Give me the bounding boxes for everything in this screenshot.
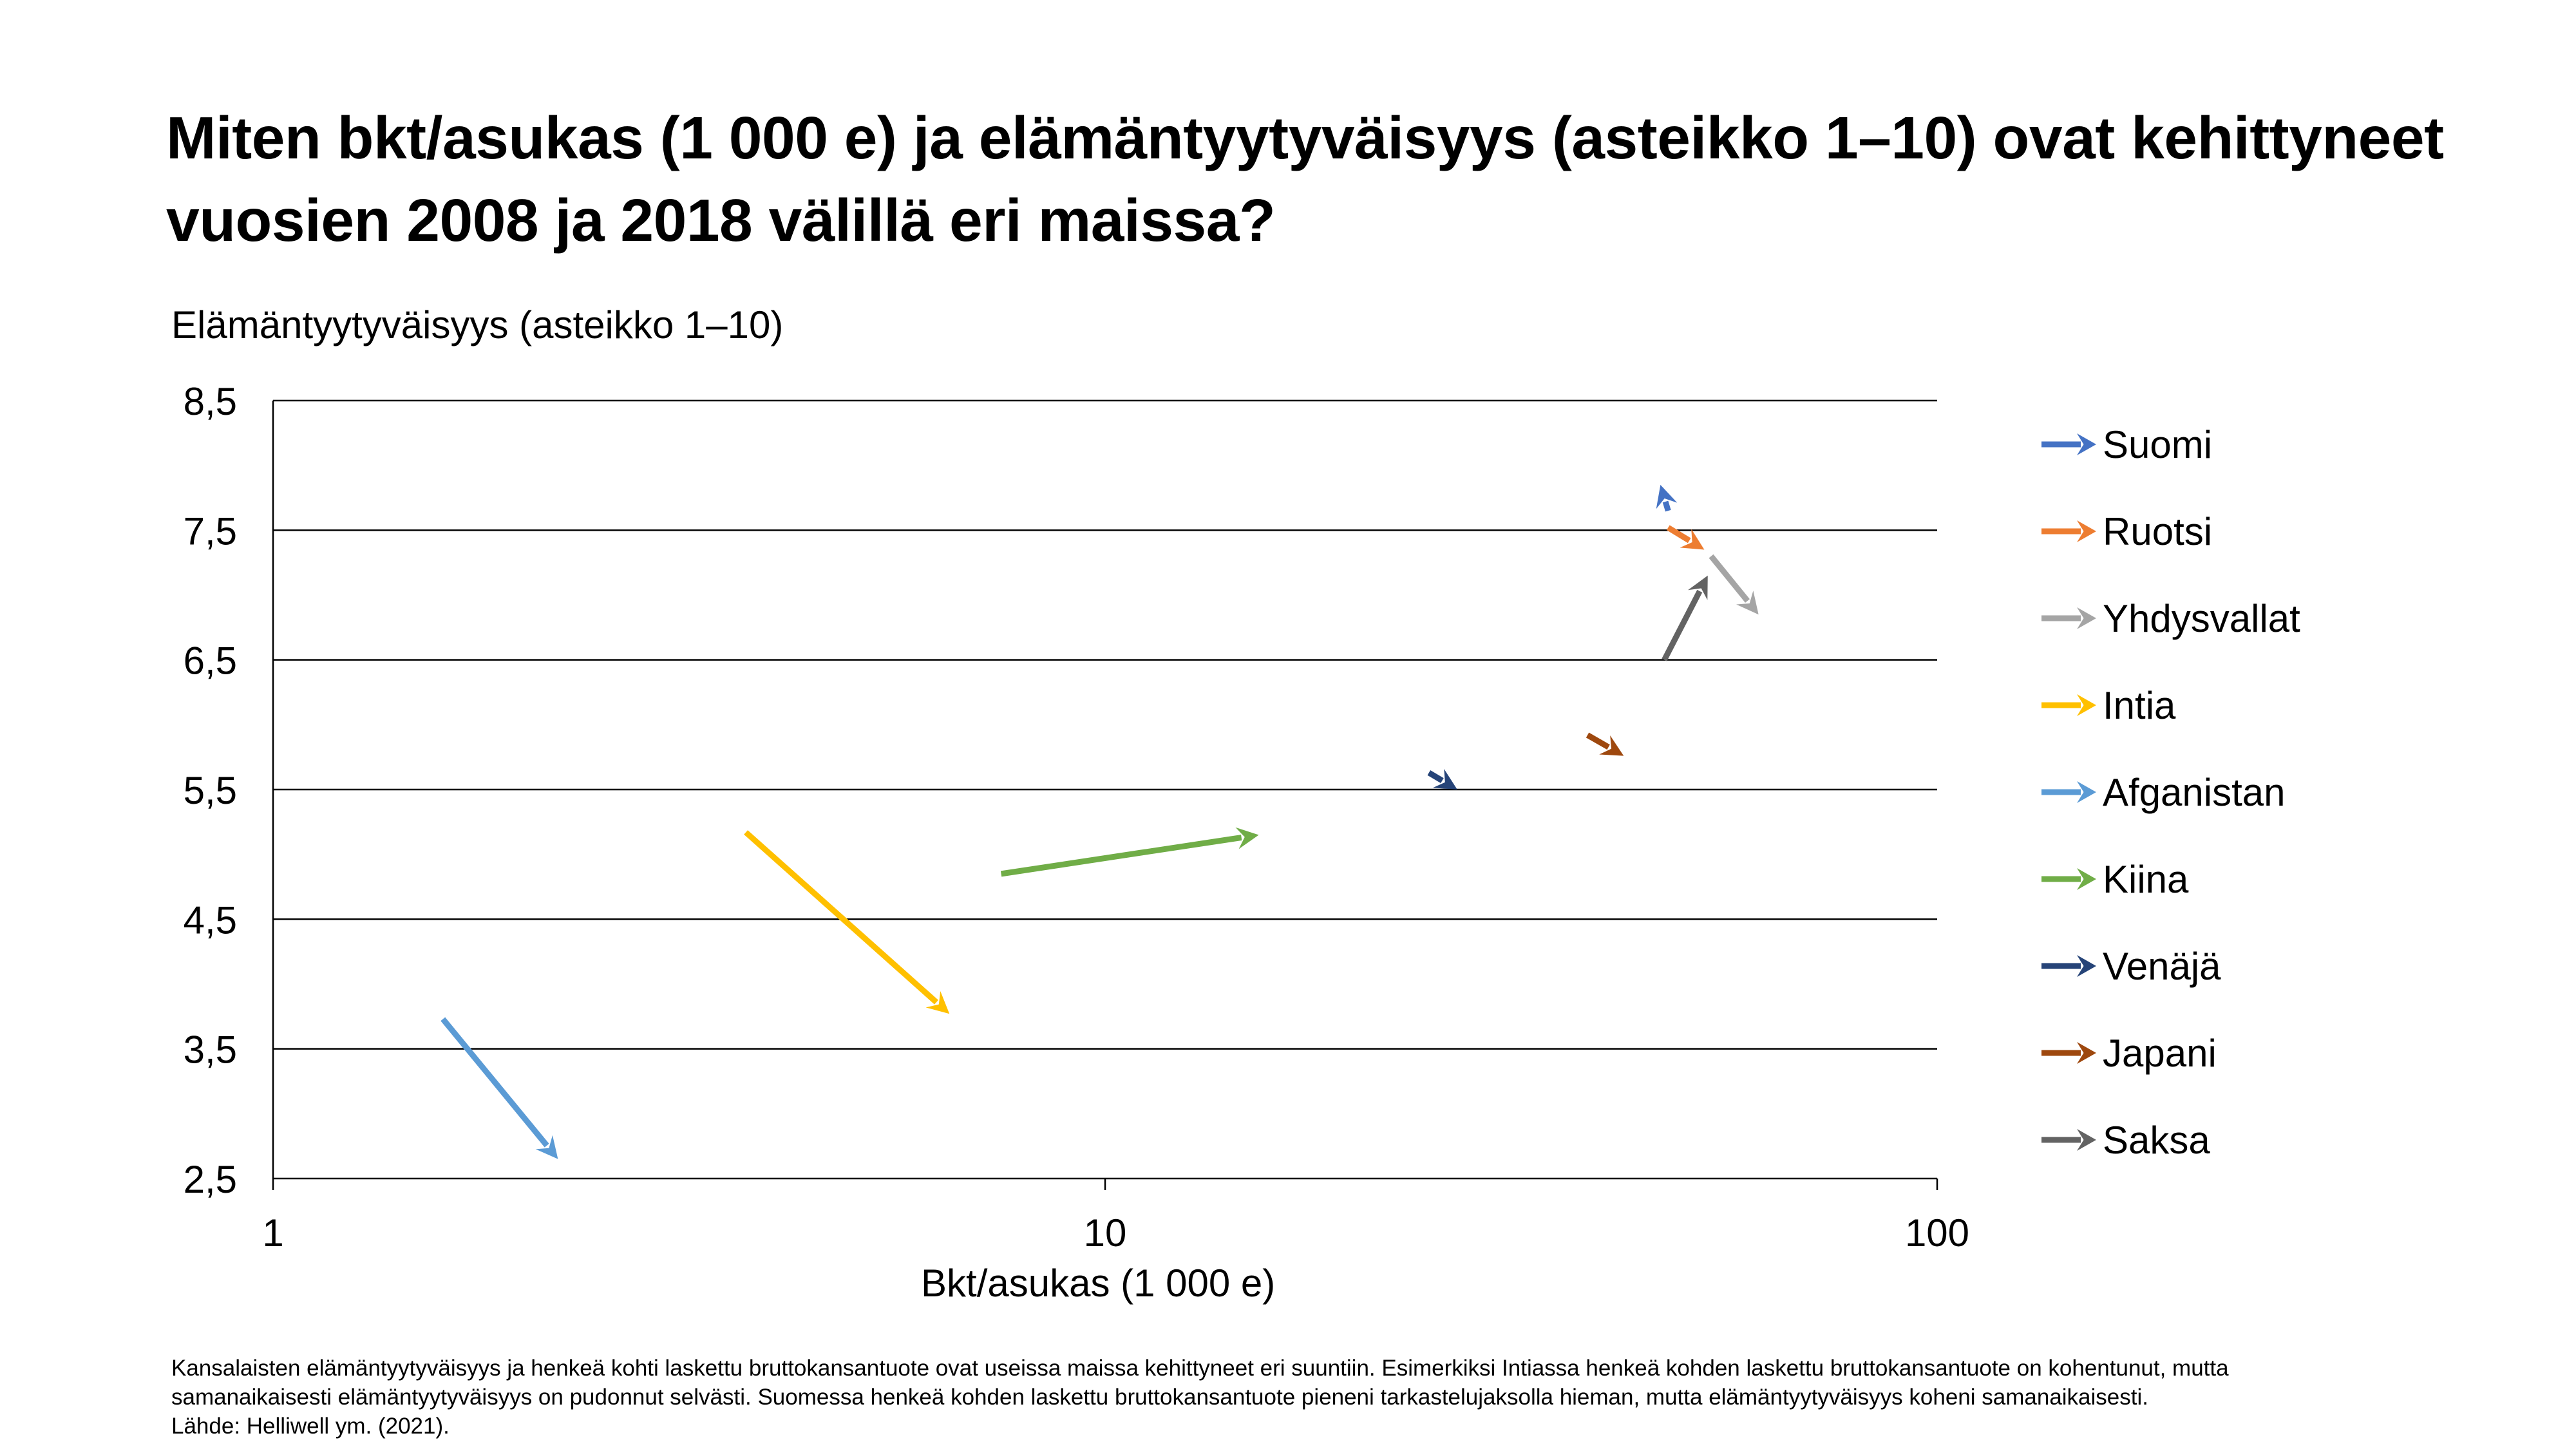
footnote-line-2: samanaikaisesti elämäntyytyväisyys on pu…: [171, 1385, 2148, 1410]
y-tick-label: 4,5: [184, 898, 237, 942]
series-venaja-arrow-line: [1427, 770, 1444, 783]
legend-yhdysvallat-arrow-head: [2077, 607, 2096, 629]
chart-canvas: 2,5 3,5 4,5 5,5 6,5 7,5 8,5 1 10 100 Suomi Ruotsi Yh…: [184, 380, 2301, 1255]
series-kiina-arrow-line: [1000, 835, 1242, 877]
legend-label-saksa: Saksa: [2103, 1119, 2210, 1162]
series-intia-arrow-head: [925, 990, 950, 1014]
series-intia-arrow-line: [744, 830, 938, 1005]
legend-label-afganistan: Afganistan: [2103, 771, 2286, 814]
x-tick-label: 100: [1905, 1211, 1969, 1255]
series-saksa-arrow-line: [1662, 589, 1703, 661]
footnote-line-1: Kansalaisten elämäntyytyväisyys ja henke…: [171, 1356, 2229, 1381]
series-afganistan-arrow-line: [440, 1017, 549, 1148]
legend-suomi-arrow-head: [2077, 433, 2096, 455]
series-yhdysvallat-arrow-head: [1736, 591, 1759, 615]
y-tick-label: 7,5: [184, 509, 237, 553]
chart-title-line-1: Miten bkt/asukas (1 000 e) ja elämäntyyt…: [166, 104, 2444, 171]
legend-label-intia: Intia: [2103, 684, 2176, 727]
series-japani-arrow-line: [1586, 732, 1610, 750]
chart-title: Miten bkt/asukas (1 000 e) ja elämäntyyt…: [166, 97, 2549, 261]
legend-label-suomi: Suomi: [2103, 423, 2212, 466]
legend-label-yhdysvallat: Yhdysvallat: [2103, 597, 2300, 640]
series-ruotsi-arrow-line: [1666, 525, 1691, 544]
series-suomi-arrow-line: [1662, 500, 1671, 512]
legend-afganistan-arrow-head: [2077, 781, 2096, 803]
x-axis-label: Bkt/asukas (1 000 e): [921, 1262, 1276, 1305]
y-tick-label: 3,5: [184, 1028, 237, 1072]
series-japani-arrow-head: [1599, 735, 1624, 756]
series-venaja-arrow-head: [1432, 769, 1457, 790]
legend-saksa-arrow-head: [2077, 1129, 2096, 1151]
legend-kiina-arrow-head: [2077, 868, 2096, 890]
series-kiina-arrow-head: [1235, 827, 1259, 849]
y-tick-label: 8,5: [184, 380, 237, 423]
legend-japani-arrow-head: [2077, 1042, 2096, 1064]
y-tick-label: 2,5: [184, 1158, 237, 1201]
series-ruotsi-arrow-head: [1680, 529, 1705, 550]
legend-venaja-arrow-head: [2077, 955, 2096, 977]
legend-ruotsi-arrow-head: [2077, 520, 2096, 542]
series-saksa-arrow-head: [1688, 575, 1708, 600]
footnote: Kansalaisten elämäntyytyväisyys ja henke…: [171, 1354, 2567, 1441]
legend-label-japani: Japani: [2103, 1032, 2217, 1075]
x-tick-label: 10: [1084, 1211, 1127, 1255]
x-tick-label: 1: [262, 1211, 283, 1255]
footnote-line-3: Lähde: Helliwell ym. (2021).: [171, 1414, 450, 1439]
legend-label-ruotsi: Ruotsi: [2103, 510, 2212, 553]
legend-label-venaja: Venäjä: [2103, 945, 2221, 988]
y-tick-label: 5,5: [184, 769, 237, 812]
legend-label-kiina: Kiina: [2103, 858, 2189, 901]
series-afganistan-arrow-head: [535, 1135, 558, 1159]
legend-intia-arrow-head: [2077, 694, 2096, 716]
series-yhdysvallat-arrow-line: [1709, 554, 1750, 603]
y-axis-label: Elämäntyytyväisyys (asteikko 1–10): [171, 303, 784, 346]
chart-title-line-2: vuosien 2008 ja 2018 välillä eri maissa?: [166, 187, 1276, 254]
series-suomi-arrow-head: [1656, 484, 1678, 509]
y-tick-label: 6,5: [184, 639, 237, 683]
